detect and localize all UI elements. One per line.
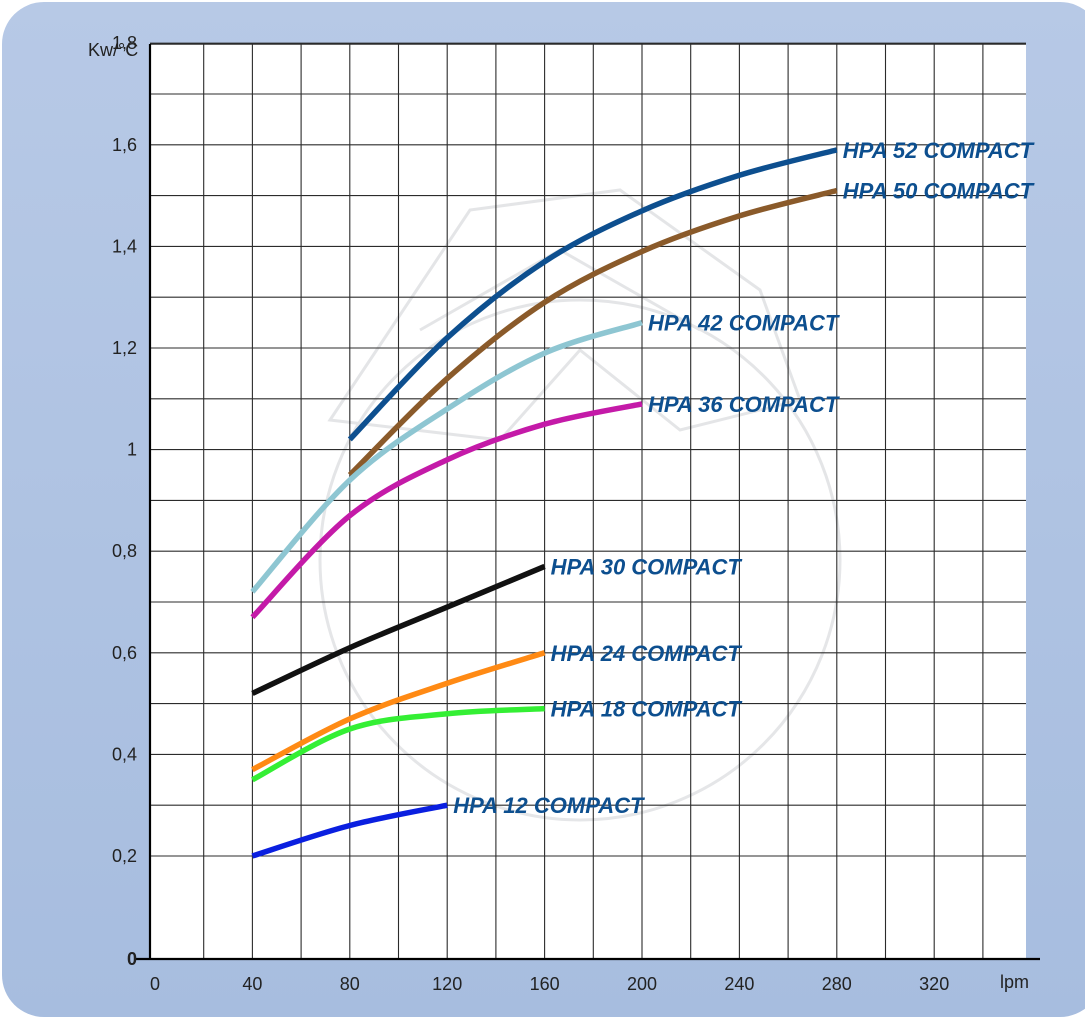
series-label: HPA 36 COMPACT (648, 392, 840, 417)
x-tick-label: 120 (432, 974, 462, 994)
x-tick-label: 280 (822, 974, 852, 994)
series-label: HPA 42 COMPACT (648, 311, 840, 336)
y-tick-label: 0,2 (112, 846, 137, 866)
y-tick-label: 0,4 (112, 744, 137, 764)
series-label: HPA 30 COMPACT (551, 554, 743, 579)
series-label: HPA 24 COMPACT (551, 641, 743, 666)
x-tick-label: 160 (530, 974, 560, 994)
y-tick-label: 1,2 (112, 338, 137, 358)
x-tick-label: 0 (150, 974, 160, 994)
x-tick-label: 200 (627, 974, 657, 994)
y-tick-label: 0 (127, 949, 137, 969)
series-label: HPA 18 COMPACT (551, 697, 743, 722)
y-tick-label: 0,6 (112, 643, 137, 663)
series-label: HPA 50 COMPACT (843, 179, 1035, 204)
x-tick-label: 40 (242, 974, 262, 994)
x-axis-label: lpm (1000, 972, 1029, 992)
x-tick-label: 80 (340, 974, 360, 994)
x-tick-label: 320 (919, 974, 949, 994)
series-label: HPA 52 COMPACT (843, 138, 1035, 163)
y-tick-label: 1 (127, 440, 137, 460)
y-axis-label: Kw/°C (88, 40, 138, 60)
series-label: HPA 12 COMPACT (453, 793, 645, 818)
x-tick-label: 240 (724, 974, 754, 994)
y-tick-label: 1,4 (112, 236, 137, 256)
y-tick-label: 1,6 (112, 135, 137, 155)
y-tick-label: 0,8 (112, 541, 137, 561)
